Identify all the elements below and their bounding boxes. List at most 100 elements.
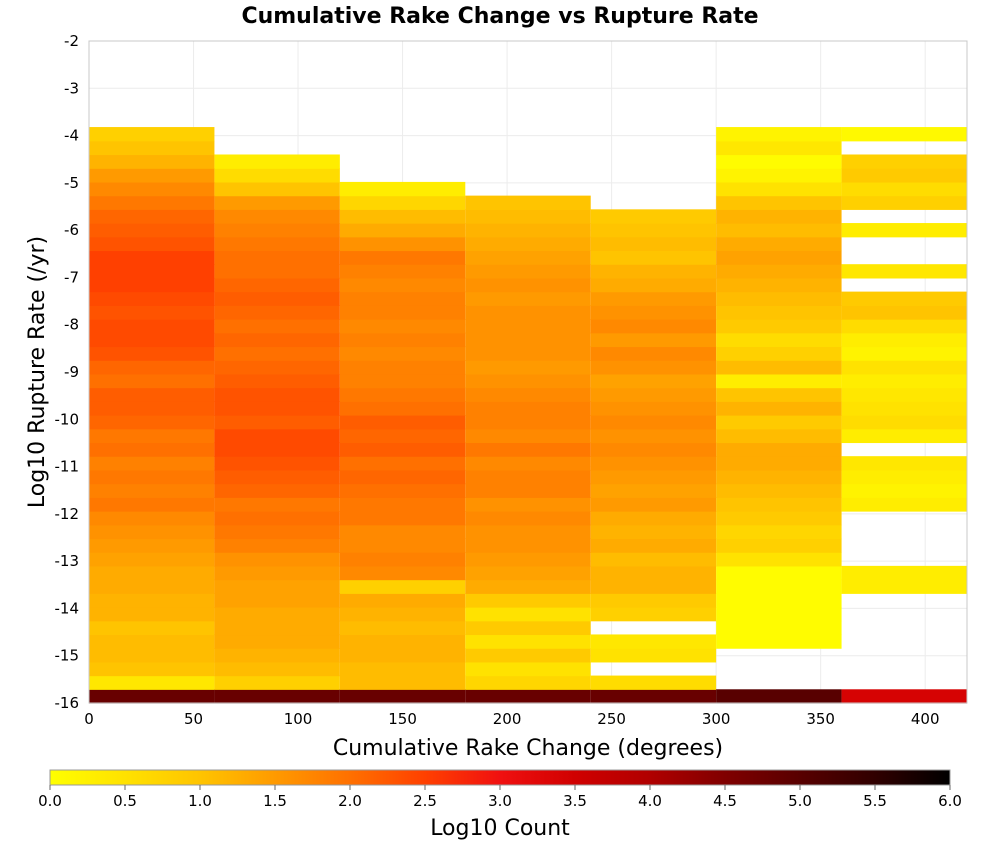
heatmap-cell [590, 387, 717, 402]
colorbar [49, 769, 951, 786]
heatmap-cell [590, 277, 717, 293]
heatmap-cell [89, 661, 215, 677]
heatmap-cell [89, 675, 215, 690]
heatmap-cell [841, 373, 967, 389]
heatmap-cell [339, 552, 466, 567]
heatmap-cell [214, 620, 340, 636]
heatmap-cell [590, 538, 717, 553]
heatmap-cell [89, 538, 215, 553]
heatmap-cell [214, 277, 340, 293]
heatmap-cell [89, 620, 215, 636]
heatmap-cell [339, 291, 466, 306]
heatmap-cell [89, 689, 215, 704]
heatmap-cell [214, 250, 340, 265]
colorbar-tick-label: 5.0 [788, 792, 812, 810]
heatmap-cell [89, 401, 215, 416]
colorbar-tick-label: 0.5 [113, 792, 137, 810]
heatmap-cell [465, 373, 591, 389]
heatmap-cell [89, 140, 215, 156]
heatmap-cell [214, 264, 340, 279]
heatmap-cell [214, 346, 340, 361]
y-tick-label: -8 [64, 316, 79, 334]
heatmap-cell [465, 195, 591, 210]
y-tick-label: -9 [64, 363, 79, 381]
heatmap-cell [716, 579, 842, 594]
heatmap-cell [716, 168, 842, 183]
heatmap-cell [339, 675, 466, 690]
heatmap-cell [465, 538, 591, 553]
heatmap-cell [89, 483, 215, 498]
heatmap-cell [339, 579, 466, 594]
heatmap-cell [841, 360, 967, 375]
colorbar-tick-label: 5.5 [863, 792, 887, 810]
y-tick-label: -15 [55, 647, 80, 665]
colorbar-tick-label: 2.5 [413, 792, 437, 810]
heatmap-cell [716, 209, 842, 224]
heatmap-cell [339, 607, 466, 622]
heatmap-cell [465, 236, 591, 252]
heatmap-cell [590, 223, 717, 238]
heatmap-cell [841, 264, 967, 279]
heatmap-cell [716, 593, 842, 608]
heatmap-cell [339, 497, 466, 512]
heatmap-cell [716, 305, 842, 320]
heatmap-cells [89, 127, 967, 704]
heatmap-cell [214, 607, 340, 622]
heatmap-cell [465, 415, 591, 430]
heatmap-cell [590, 291, 717, 306]
heatmap-cell [214, 483, 340, 498]
heatmap-cell [214, 675, 340, 690]
y-tick-label: -6 [64, 221, 79, 239]
x-tick-label: 350 [806, 710, 835, 728]
heatmap-cell [214, 456, 340, 471]
heatmap-cell [716, 469, 842, 485]
heatmap-cell [465, 346, 591, 361]
heatmap-cell [89, 415, 215, 430]
heatmap-cell [89, 360, 215, 375]
heatmap-cell [465, 332, 591, 348]
heatmap-cell [339, 346, 466, 361]
heatmap-cell [339, 565, 466, 581]
heatmap-cell [214, 661, 340, 677]
heatmap-cell [590, 497, 717, 512]
heatmap-cell [89, 565, 215, 581]
y-tick-label: -2 [64, 32, 79, 50]
heatmap-cell [214, 195, 340, 210]
heatmap-cell [716, 291, 842, 306]
heatmap-cell [89, 209, 215, 224]
colorbar-tick-label: 1.0 [188, 792, 212, 810]
heatmap-cell [716, 565, 842, 581]
heatmap-cell [339, 236, 466, 252]
x-tick-label: 0 [84, 710, 94, 728]
x-tick-label: 150 [388, 710, 417, 728]
colorbar-ticks: 0.0 0.5 1.0 1.5 2.0 2.5 3.0 3.5 4.0 4.5 5.0 5.5 6.0 [38, 785, 962, 810]
heatmap-cell [339, 264, 466, 279]
heatmap-cell [89, 373, 215, 389]
colorbar-tick-label: 0.0 [38, 792, 62, 810]
heatmap-cell [214, 634, 340, 649]
heatmap-cell [214, 236, 340, 252]
heatmap-cell [841, 483, 967, 498]
heatmap-cell [716, 373, 842, 389]
x-tick-label: 200 [493, 710, 522, 728]
heatmap-cell [465, 634, 591, 649]
heatmap-cell [214, 209, 340, 224]
colorbar-tick-label: 4.0 [638, 792, 662, 810]
heatmap-cell [339, 661, 466, 677]
heatmap-cell [841, 127, 967, 142]
heatmap-cell [716, 428, 842, 444]
x-ticks: 0 50 100 150 200 250 300 350 400 [84, 710, 939, 728]
heatmap-cell [590, 607, 717, 622]
heatmap-cell [841, 689, 967, 704]
heatmap-cell [465, 319, 591, 334]
heatmap-cell [590, 648, 717, 663]
heatmap-cell [89, 195, 215, 210]
heatmap-cell [590, 319, 717, 334]
heatmap-cell [214, 689, 340, 704]
heatmap-cell [841, 428, 967, 444]
heatmap-cell [89, 346, 215, 361]
heatmap-cell [465, 360, 591, 375]
y-axis-label: Log10 Rupture Rate (/yr) [25, 236, 50, 508]
heatmap-cell [214, 579, 340, 594]
x-axis-label: Cumulative Rake Change (degrees) [333, 736, 723, 761]
